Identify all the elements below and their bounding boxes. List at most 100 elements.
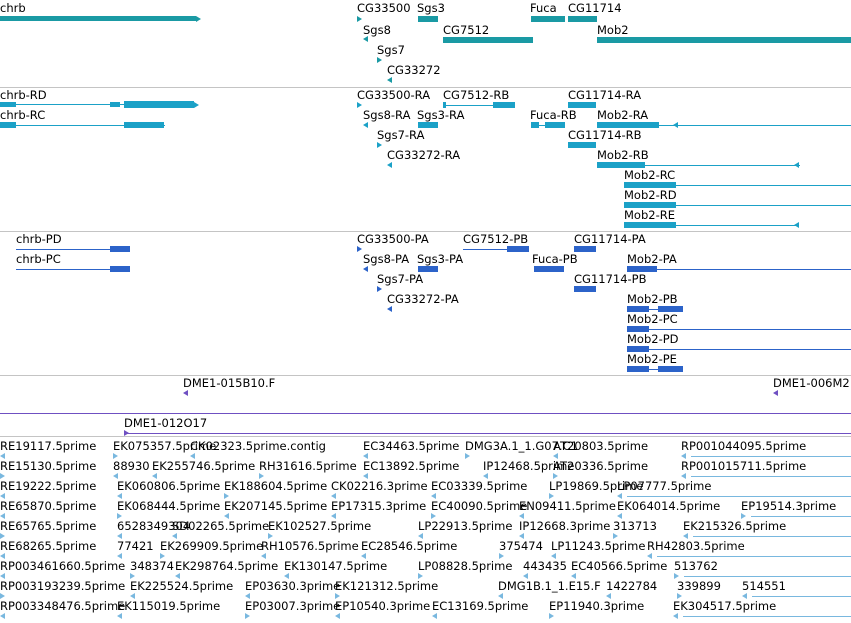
transcript-exon[interactable] [110, 102, 120, 107]
est-label[interactable]: EC13892.5prime [363, 459, 460, 473]
est-label[interactable]: RP003461660.5prime [0, 559, 126, 573]
est-label[interactable]: EK255746.5prime [152, 459, 256, 473]
gene-label-sgs8[interactable]: Sgs8 [363, 23, 391, 37]
est-label[interactable]: RH42803.5prime [647, 539, 745, 553]
transcript-exon[interactable] [418, 122, 438, 128]
gene-label-cg33272[interactable]: CG33272 [387, 63, 441, 77]
protein-exon[interactable] [627, 306, 649, 312]
est-label[interactable]: EP19514.3prime [741, 499, 837, 513]
est-label[interactable]: 513762 [674, 559, 718, 573]
protein-label-cg33500-pa[interactable]: CG33500-PA [357, 232, 429, 246]
est-label[interactable]: RH10576.5prime [261, 539, 359, 553]
protein-label-chrb-pc[interactable]: chrb-PC [16, 252, 61, 266]
protein-label-cg33272-pa[interactable]: CG33272-PA [387, 292, 459, 306]
gene-label-cg7512[interactable]: CG7512 [443, 23, 490, 37]
transcript-label-cg33500-ra[interactable]: CG33500-RA [357, 88, 431, 102]
protein-exon[interactable] [627, 346, 649, 352]
transcript-label-fuca-rb[interactable]: Fuca-RB [530, 108, 577, 122]
est-label[interactable]: 77421 [117, 539, 154, 553]
est-label[interactable]: EC34463.5prime [363, 439, 460, 453]
transcript-label-mob2-ra[interactable]: Mob2-RA [597, 108, 649, 122]
est-label[interactable]: LP22913.5prime [418, 519, 513, 533]
est-label[interactable]: IP12468.5prime [483, 459, 575, 473]
est-label[interactable]: 88930 [113, 459, 150, 473]
protein-exon[interactable] [507, 246, 529, 252]
transcript-label-cg7512-rb[interactable]: CG7512-RB [443, 88, 510, 102]
est-label[interactable]: 375474 [499, 539, 543, 553]
clone-label-006m2[interactable]: DME1-006M2 [773, 376, 850, 390]
protein-exon[interactable] [627, 266, 657, 272]
est-label[interactable]: EC28546.5prime [361, 539, 458, 553]
gene-label-chrb[interactable]: chrb [0, 1, 26, 15]
est-label[interactable]: DMG3A.1_1.G07.C1 [465, 439, 578, 453]
est-label[interactable]: EK102527.5prime [268, 519, 372, 533]
transcript-label-chrb-rd[interactable]: chrb-RD [0, 88, 47, 102]
est-label[interactable]: RP001015711.5prime [681, 459, 807, 473]
transcript-exon[interactable] [624, 222, 676, 228]
est-label[interactable]: LP07777.5prime [617, 479, 712, 493]
protein-label-fuca-pb[interactable]: Fuca-PB [532, 252, 578, 266]
est-label[interactable]: 6528349304 [117, 519, 191, 533]
protein-label-mob2-pe[interactable]: Mob2-PE [627, 352, 677, 366]
est-label[interactable]: CK02216.3prime [331, 479, 428, 493]
est-label[interactable]: EC03339.5prime [431, 479, 528, 493]
transcript-label-cg11714-rb[interactable]: CG11714-RB [568, 128, 642, 142]
protein-label-mob2-pd[interactable]: Mob2-PD [627, 332, 679, 346]
est-label[interactable]: EC40566.5prime [571, 559, 668, 573]
transcript-exon[interactable] [545, 122, 565, 128]
est-label[interactable]: EK225524.5prime [130, 579, 234, 593]
est-label[interactable]: EP03630.3prime [245, 579, 341, 593]
protein-label-chrb-pd[interactable]: chrb-PD [16, 232, 62, 246]
est-label[interactable]: EK121312.5prime [335, 579, 439, 593]
est-label[interactable]: EK188604.5prime [224, 479, 328, 493]
protein-label-mob2-pa[interactable]: Mob2-PA [627, 252, 677, 266]
est-label[interactable]: RE65870.5prime [0, 499, 97, 513]
est-label[interactable]: 443435 [523, 559, 567, 573]
est-label[interactable]: RP001044095.5prime [681, 439, 807, 453]
est-label[interactable]: RH31616.5prime [259, 459, 357, 473]
transcript-label-mob2-rd[interactable]: Mob2-RD [624, 188, 677, 202]
gene-label-cg33500[interactable]: CG33500 [357, 1, 411, 15]
protein-exon[interactable] [574, 246, 596, 252]
est-label[interactable]: 1422784 [606, 579, 658, 593]
gene-label-fuca[interactable]: Fuca [530, 1, 557, 15]
est-label[interactable]: EC13169.5prime [432, 599, 529, 613]
transcript-label-cg11714-ra[interactable]: CG11714-RA [568, 88, 642, 102]
protein-label-cg7512-pb[interactable]: CG7512-PB [463, 232, 529, 246]
gene-label-sgs7[interactable]: Sgs7 [377, 43, 405, 57]
est-label[interactable]: LP08828.5prime [418, 559, 513, 573]
est-label[interactable]: CK02323.5prime.contig [190, 439, 326, 453]
transcript-exon[interactable] [493, 102, 515, 108]
est-label[interactable]: RP003348476.5prime [0, 599, 126, 613]
protein-label-sgs7-pa[interactable]: Sgs7-PA [377, 272, 424, 286]
protein-exon[interactable] [110, 266, 130, 272]
est-label[interactable]: SD02265.5prime [172, 519, 270, 533]
est-label[interactable]: EP11940.3prime [549, 599, 645, 613]
est-label[interactable]: DMG1B.1_1.E15.F [498, 579, 601, 593]
transcript-exon[interactable] [443, 102, 446, 108]
est-label[interactable]: EC40090.5prime [431, 499, 528, 513]
transcript-exon[interactable] [597, 122, 659, 128]
est-label[interactable]: EK075357.5prime [113, 439, 217, 453]
transcript-label-cg33272-ra[interactable]: CG33272-RA [387, 148, 461, 162]
transcript-label-sgs3-ra[interactable]: Sgs3-RA [417, 108, 465, 122]
est-label[interactable]: EN09411.5prime [519, 499, 616, 513]
transcript-exon[interactable] [568, 102, 596, 108]
est-label[interactable]: LP11243.5prime [551, 539, 646, 553]
clone-label-015b10[interactable]: DME1-015B10.F [183, 376, 276, 390]
gene-feature-cg11714[interactable] [568, 16, 597, 22]
est-label[interactable]: EK298764.5prime [175, 559, 279, 573]
protein-label-sgs3-pa[interactable]: Sgs3-PA [417, 252, 464, 266]
est-label[interactable]: RE68265.5prime [0, 539, 97, 553]
protein-label-mob2-pb[interactable]: Mob2-PB [627, 292, 678, 306]
est-label[interactable]: RE19222.5prime [0, 479, 97, 493]
gene-feature-sgs3[interactable] [418, 16, 438, 22]
est-label[interactable]: EK269909.5prime [160, 539, 264, 553]
est-label[interactable]: EP10540.3prime [335, 599, 431, 613]
transcript-exon[interactable] [531, 122, 539, 128]
transcript-exon[interactable] [124, 101, 194, 108]
gene-label-sgs3[interactable]: Sgs3 [417, 1, 445, 15]
est-label[interactable]: 514551 [742, 579, 786, 593]
est-label[interactable]: EK130147.5prime [284, 559, 388, 573]
protein-label-mob2-pc[interactable]: Mob2-PC [627, 312, 678, 326]
